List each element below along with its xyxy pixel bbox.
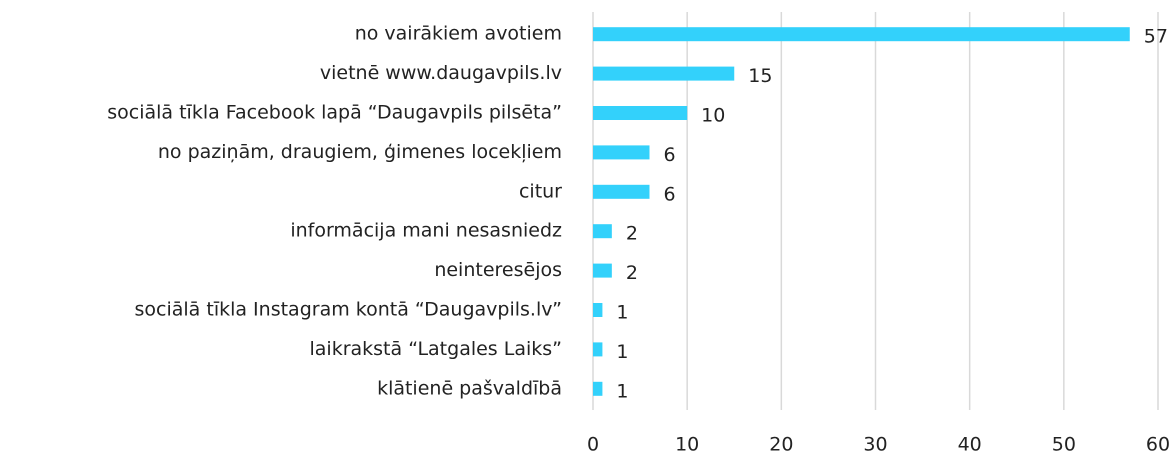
x-tick-label: 40 — [958, 434, 982, 456]
y-tick-label: citur — [519, 180, 562, 202]
data-label: 2 — [626, 262, 638, 284]
x-tick-label: 50 — [1052, 434, 1076, 456]
data-label: 1 — [616, 302, 628, 324]
bar — [593, 263, 612, 278]
bar — [593, 224, 612, 239]
data-label: 1 — [616, 341, 628, 363]
x-tick-label: 20 — [769, 434, 793, 456]
bar — [593, 66, 735, 81]
x-tick-label: 10 — [675, 434, 699, 456]
bar — [593, 184, 650, 199]
data-label: 57 — [1144, 26, 1168, 48]
x-tick-label: 30 — [863, 434, 887, 456]
y-tick-label: sociālā tīkla Facebook lapā “Daugavpils … — [107, 102, 562, 124]
bar — [593, 145, 650, 160]
y-tick-label: laikrakstā “Latgales Laiks” — [310, 338, 563, 360]
x-tick-label: 60 — [1146, 434, 1170, 456]
data-label: 2 — [626, 223, 638, 245]
y-tick-label: vietnē www.daugavpils.lv — [320, 62, 562, 84]
y-tick-label: no paziņām, draugiem, ģimenes locekļiem — [158, 141, 562, 163]
x-tick-label: 0 — [587, 434, 599, 456]
data-label: 15 — [748, 65, 772, 87]
y-tick-label: sociālā tīkla Instagram kontā “Daugavpil… — [135, 299, 562, 321]
y-tick-label: neinteresējos — [434, 259, 562, 281]
bar — [593, 27, 1130, 42]
data-label: 6 — [664, 183, 676, 205]
y-tick-label: informācija mani nesasniedz — [290, 220, 562, 242]
data-label: 1 — [616, 380, 628, 402]
data-label: 10 — [701, 105, 725, 127]
y-tick-label: klātienē pašvaldībā — [377, 377, 562, 399]
y-tick-label: no vairākiem avotiem — [355, 23, 562, 45]
bar — [593, 342, 603, 357]
data-label: 6 — [664, 144, 676, 166]
bar — [593, 106, 688, 120]
bar — [593, 303, 603, 317]
bar — [593, 381, 603, 396]
